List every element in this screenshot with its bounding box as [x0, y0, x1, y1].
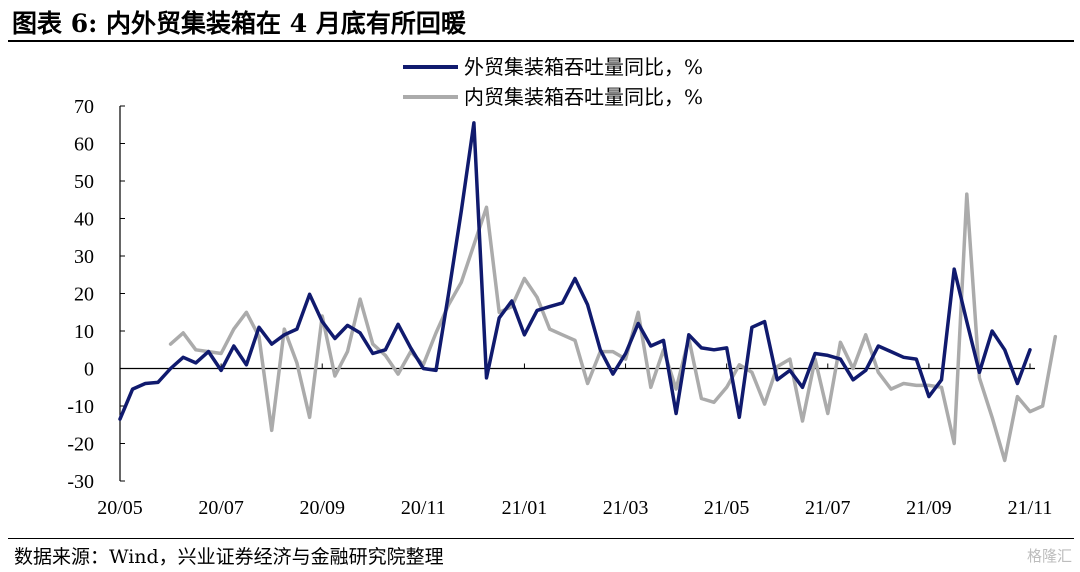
series-line-foreign: [118, 121, 1032, 421]
source-note: 数据来源：Wind，兴业证券经济与金融研究院整理: [14, 546, 444, 568]
x-tick-label: 20/07: [198, 497, 244, 519]
y-tick-label: 0: [84, 359, 94, 381]
x-tick-label: 21/07: [805, 497, 851, 519]
x-axis-tick-labels: 20/05 20/07 20/09 20/11 21/01 21/03 21/05 21/07…: [97, 497, 1053, 519]
y-tick-label: -10: [67, 396, 94, 418]
y-tick-label: 40: [74, 209, 94, 231]
title-divider: [8, 40, 1074, 42]
y-tick-label: -20: [67, 434, 94, 456]
x-tick-label: 21/03: [603, 497, 649, 519]
x-tick-label: 21/11: [1008, 497, 1053, 519]
x-tick-label: 21/09: [906, 497, 952, 519]
x-tick-label: 21/01: [502, 497, 548, 519]
axes: [119, 105, 1035, 482]
y-tick-label: 20: [74, 284, 94, 306]
y-tick-label: 70: [74, 96, 94, 118]
source-divider: [8, 538, 1074, 539]
legend-label: 内贸集装箱吞吐量同比，%: [464, 85, 703, 109]
watermark: 格隆汇: [1026, 547, 1072, 565]
y-tick-label: 10: [74, 321, 94, 343]
series-lines: [118, 121, 1058, 463]
y-axis-tick-labels: -30 -20 -10 0 10 20 30 40 50 60 70: [67, 96, 94, 493]
x-tick-label: 21/05: [704, 497, 750, 519]
x-tick-label: 20/09: [299, 497, 345, 519]
x-tick-label: 20/05: [97, 497, 143, 519]
legend-label: 外贸集装箱吞吐量同比，%: [464, 55, 703, 79]
chart-title: 图表 6: 内外贸集装箱在 4 月底有所回暖: [12, 9, 466, 38]
x-tick-label: 20/11: [401, 497, 446, 519]
series-line-domestic: [168, 192, 1058, 463]
y-tick-label: 50: [74, 171, 94, 193]
legend: 外贸集装箱吞吐量同比，% 内贸集装箱吞吐量同比，%: [403, 55, 703, 109]
y-tick-label: 60: [74, 134, 94, 156]
y-tick-label: -30: [67, 471, 94, 493]
y-tick-label: 30: [74, 246, 94, 268]
